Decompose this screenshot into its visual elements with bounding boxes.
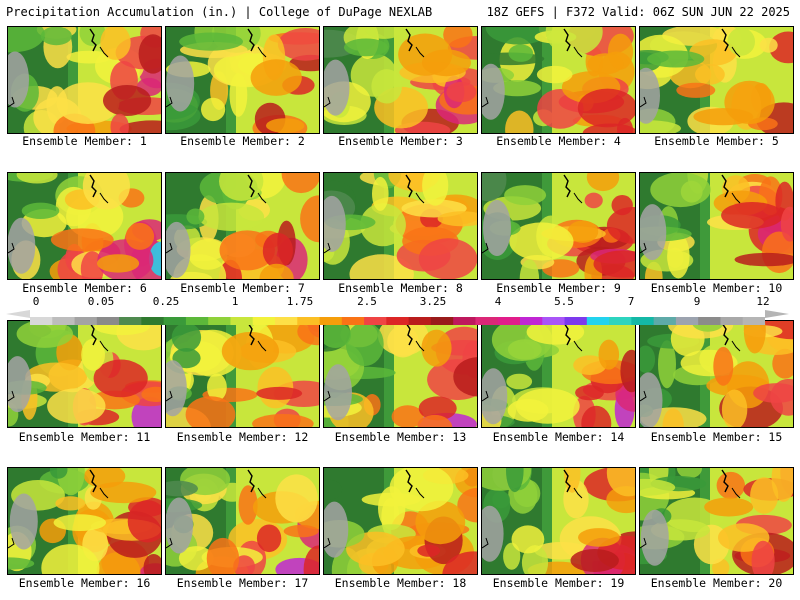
ensemble-map-panel	[165, 26, 320, 134]
ensemble-map-panel	[639, 467, 794, 575]
ensemble-map-panel	[165, 172, 320, 280]
ensemble-member-label: Ensemble Member: 7	[180, 281, 305, 295]
ensemble-member-label: Ensemble Member: 1	[22, 134, 147, 148]
ensemble-member-label: Ensemble Member: 15	[650, 430, 783, 444]
colorbar-tick-label: 2.5	[357, 295, 377, 308]
ensemble-member-label: Ensemble Member: 11	[18, 430, 151, 444]
ensemble-member-label: Ensemble Member: 16	[18, 576, 151, 590]
colorbar-tick-label: 9	[693, 295, 701, 308]
ensemble-member-label: Ensemble Member: 10	[650, 281, 783, 295]
ensemble-map-panel	[7, 467, 162, 575]
ensemble-map-panel	[639, 320, 794, 428]
ensemble-member-label: Ensemble Member: 19	[492, 576, 625, 590]
colorbar-tick-label: 1.75	[286, 295, 314, 308]
colorbar-min-arrow	[6, 310, 30, 318]
ensemble-member-label: Ensemble Member: 3	[338, 134, 463, 148]
ensemble-member-label: Ensemble Member: 5	[654, 134, 779, 148]
ensemble-member-label: Ensemble Member: 4	[496, 134, 621, 148]
colorbar-tick-label: 4	[494, 295, 502, 308]
ensemble-member-label: Ensemble Member: 13	[334, 430, 467, 444]
colorbar-tick-label: 12	[756, 295, 770, 308]
precipitation-colorbar	[30, 310, 766, 325]
ensemble-member-label: Ensemble Member: 8	[338, 281, 463, 295]
ensemble-map-panel	[165, 467, 320, 575]
ensemble-map-panel	[323, 467, 478, 575]
ensemble-map-panel	[639, 26, 794, 134]
ensemble-member-label: Ensemble Member: 17	[176, 576, 309, 590]
ensemble-member-label: Ensemble Member: 14	[492, 430, 625, 444]
model-run-info: 18Z GEFS | F372 Valid: 06Z SUN JUN 22 20…	[486, 5, 790, 19]
ensemble-member-label: Ensemble Member: 9	[496, 281, 621, 295]
ensemble-member-label: Ensemble Member: 12	[176, 430, 309, 444]
colorbar-tick-label: 0	[32, 295, 40, 308]
colorbar-max-arrow	[765, 310, 789, 318]
ensemble-map-panel	[7, 26, 162, 134]
ensemble-map-panel	[639, 172, 794, 280]
map-title: Precipitation Accumulation (in.) | Colle…	[6, 5, 433, 19]
ensemble-map-panel	[7, 320, 162, 428]
ensemble-member-label: Ensemble Member: 20	[650, 576, 783, 590]
ensemble-map-panel	[323, 26, 478, 134]
ensemble-member-label: Ensemble Member: 18	[334, 576, 467, 590]
ensemble-map-panel	[165, 320, 320, 428]
ensemble-member-label: Ensemble Member: 2	[180, 134, 305, 148]
colorbar-tick-label: 5.5	[554, 295, 574, 308]
ensemble-member-label: Ensemble Member: 6	[22, 281, 147, 295]
colorbar-tick-label: 1	[231, 295, 239, 308]
ensemble-map-panel	[7, 172, 162, 280]
colorbar-tick-label: 0.05	[87, 295, 115, 308]
ensemble-map-panel	[323, 320, 478, 428]
ensemble-map-panel	[481, 172, 636, 280]
ensemble-map-panel	[481, 467, 636, 575]
colorbar-tick-label: 7	[627, 295, 635, 308]
ensemble-map-panel	[323, 172, 478, 280]
colorbar-tick-label: 0.25	[152, 295, 180, 308]
ensemble-map-panel	[481, 320, 636, 428]
ensemble-map-panel	[481, 26, 636, 134]
colorbar-tick-label: 3.25	[419, 295, 447, 308]
